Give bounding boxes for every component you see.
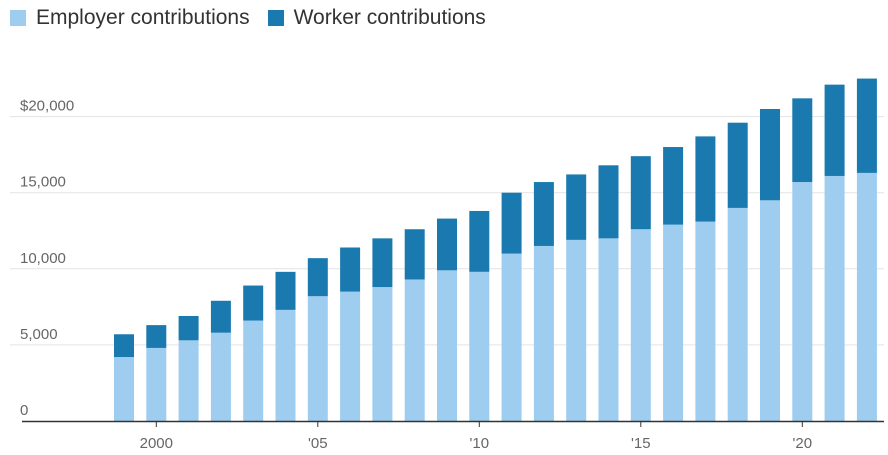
bar-worker — [566, 174, 587, 240]
bar-employer — [760, 200, 780, 421]
bar-employer — [146, 347, 167, 421]
bar-worker — [501, 192, 522, 254]
bar-worker — [275, 271, 296, 310]
x-tick-label: '10 — [470, 435, 490, 452]
bar-worker — [598, 165, 619, 239]
x-tick-label: '20 — [793, 435, 813, 452]
bar-employer — [210, 332, 231, 421]
bar-employer — [340, 291, 361, 421]
bar-worker — [372, 238, 393, 288]
bar-worker — [760, 108, 780, 201]
bar-employer — [727, 207, 748, 421]
bar-employer — [114, 357, 134, 421]
bar-employer — [372, 287, 393, 421]
bar-worker — [663, 147, 684, 225]
legend-item-worker: Worker contributions — [267, 6, 486, 30]
legend-label-worker: Worker contributions — [293, 6, 486, 29]
bar-employer — [307, 296, 328, 421]
bar-worker — [792, 98, 813, 183]
bar-worker — [243, 285, 264, 321]
x-tick-label: '15 — [631, 435, 651, 452]
bar-employer — [469, 271, 490, 421]
bar-worker — [307, 258, 328, 297]
legend: Employer contributions Worker contributi… — [10, 6, 486, 30]
bar-employer — [404, 279, 425, 421]
y-tick-label: 5,000 — [20, 326, 58, 343]
legend-item-employer: Employer contributions — [10, 6, 250, 30]
bar-employer — [178, 340, 199, 421]
bar-worker — [824, 84, 845, 176]
bar-employer — [533, 245, 554, 421]
bar-worker — [630, 156, 651, 230]
bar-worker — [340, 247, 361, 292]
bar-employer — [243, 320, 264, 421]
bar-employer — [437, 270, 457, 421]
bar-employer — [630, 229, 651, 421]
bar-employer — [824, 175, 845, 421]
bar-worker — [146, 325, 167, 348]
y-tick-label: 15,000 — [20, 174, 66, 191]
bar-worker — [856, 78, 877, 173]
bar-employer — [695, 221, 716, 421]
y-tick-label: $20,000 — [20, 98, 74, 115]
bar-worker — [210, 300, 231, 333]
bar-employer — [792, 182, 813, 421]
x-tick-label: 2000 — [140, 435, 173, 452]
bar-worker — [727, 122, 748, 208]
bar-employer — [856, 172, 877, 421]
bar-worker — [178, 315, 199, 341]
bar-worker — [469, 210, 490, 272]
bar-worker — [404, 229, 425, 280]
bar-worker — [695, 136, 716, 222]
bar-employer — [275, 309, 296, 421]
bar-employer — [566, 239, 587, 421]
y-tick-label: 10,000 — [20, 250, 66, 267]
legend-label-employer: Employer contributions — [36, 6, 250, 29]
bar-employer — [663, 224, 684, 421]
legend-swatch-worker — [267, 10, 284, 26]
bar-worker — [437, 218, 457, 271]
legend-swatch-employer — [10, 10, 26, 26]
x-tick-label: '05 — [308, 435, 328, 452]
y-tick-label: 0 — [20, 402, 28, 419]
bar-employer — [598, 238, 619, 421]
bar-worker — [114, 334, 134, 358]
bar-worker — [533, 182, 554, 246]
bar-employer — [501, 253, 522, 421]
